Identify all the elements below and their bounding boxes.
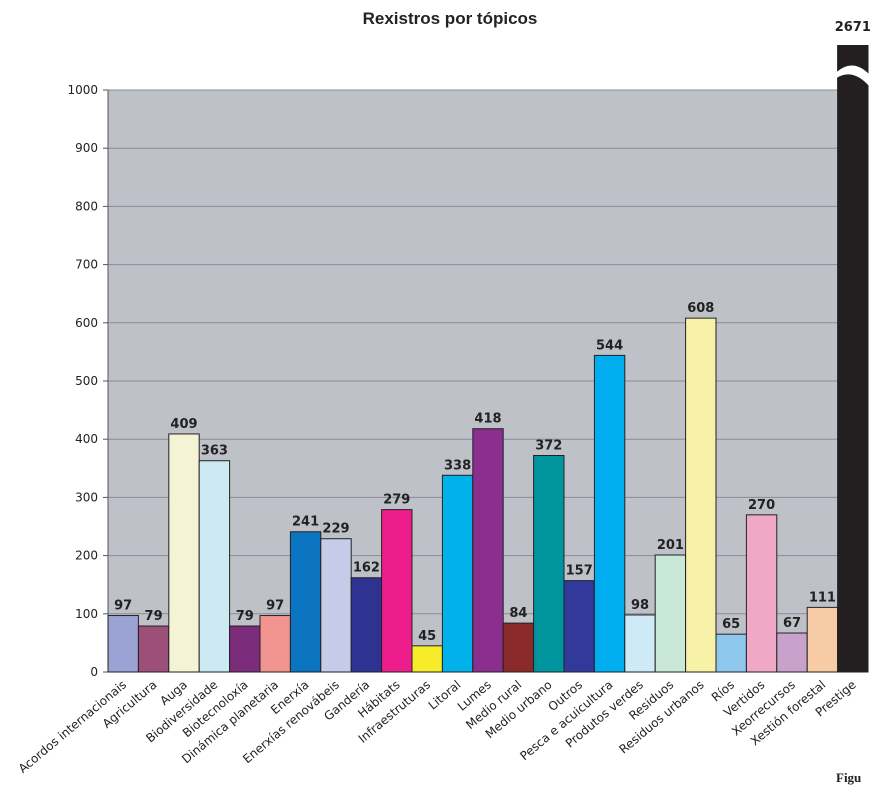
value-label: 97 [266, 599, 284, 614]
value-label: 270 [748, 498, 775, 513]
bar [837, 45, 869, 673]
value-label: 162 [353, 561, 380, 576]
bar [472, 428, 504, 673]
y-tick-label: 500 [75, 374, 98, 388]
value-label: 84 [509, 606, 527, 621]
y-tick-label: 1000 [67, 83, 98, 97]
value-label: 111 [809, 590, 836, 605]
bar [198, 460, 231, 673]
value-label: 418 [474, 412, 501, 427]
value-label: 608 [687, 301, 714, 316]
bar [411, 645, 443, 673]
bar [441, 474, 474, 673]
value-label: 241 [292, 515, 319, 530]
y-tick-label: 100 [75, 607, 98, 621]
bar [107, 615, 139, 673]
y-tick-label: 0 [90, 665, 98, 679]
bar [168, 433, 200, 673]
bar [654, 554, 687, 673]
bar [624, 614, 656, 673]
value-label: 409 [170, 417, 197, 432]
y-tick-label: 200 [75, 549, 98, 563]
bar [502, 622, 535, 673]
value-label: 372 [535, 438, 562, 453]
value-label: 201 [657, 538, 684, 553]
bar [381, 509, 413, 673]
bar [563, 580, 595, 673]
y-tick-label: 300 [75, 490, 98, 504]
bar [593, 354, 626, 673]
y-tick-label: 400 [75, 432, 98, 446]
value-label: 544 [596, 338, 623, 353]
bar [350, 577, 383, 673]
value-label: 45 [418, 629, 436, 644]
bar [259, 615, 291, 673]
y-tick-label: 700 [75, 258, 98, 272]
bar [289, 531, 322, 673]
footer-text: Figu [836, 770, 861, 785]
value-label: 279 [383, 493, 410, 508]
y-tick-label: 600 [75, 316, 98, 330]
value-label: 65 [722, 617, 740, 632]
bar [745, 514, 778, 673]
y-tick-label: 800 [75, 199, 98, 213]
bar [776, 632, 808, 673]
bar [320, 538, 352, 673]
value-label: 338 [444, 458, 471, 473]
value-label: 67 [783, 616, 801, 631]
value-label: 79 [145, 609, 163, 624]
y-tick-label: 900 [75, 141, 98, 155]
value-label: 229 [322, 522, 349, 537]
bar [533, 454, 565, 673]
bar [715, 633, 747, 673]
axis-break [836, 65, 869, 86]
value-label: 157 [566, 564, 593, 579]
value-label: 2671 [835, 20, 871, 35]
chart-title: Rexistros por tópicos [363, 9, 538, 28]
value-label: 97 [114, 599, 132, 614]
value-label: 79 [236, 609, 254, 624]
bar [137, 625, 170, 673]
value-label: 98 [631, 598, 649, 613]
value-label: 363 [201, 444, 228, 459]
bar [806, 606, 839, 673]
bar [685, 317, 717, 673]
bar [229, 625, 261, 673]
